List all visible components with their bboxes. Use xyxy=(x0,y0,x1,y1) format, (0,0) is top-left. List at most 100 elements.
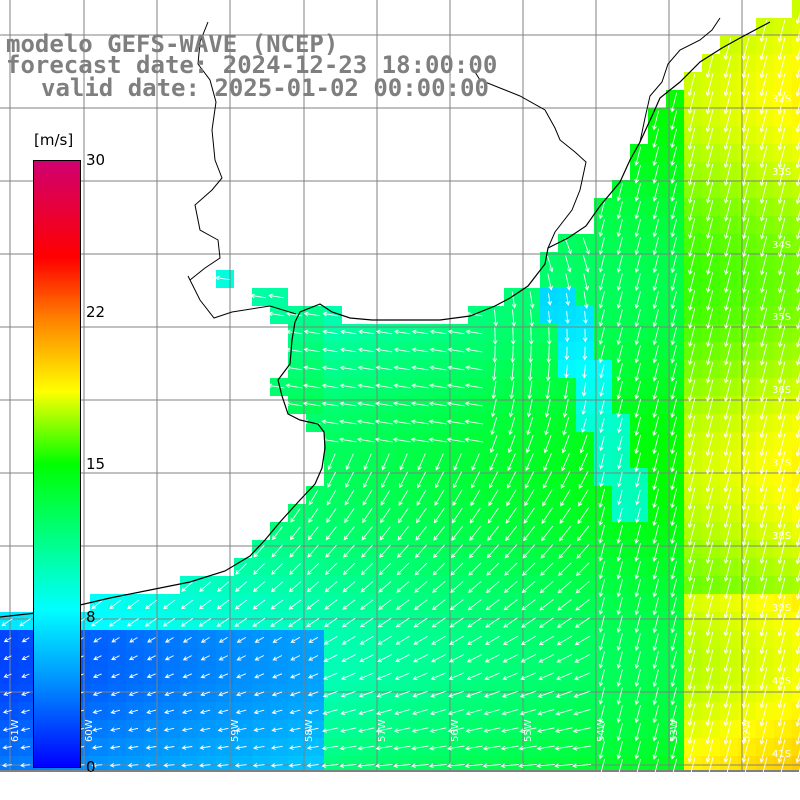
wind-arrow xyxy=(634,363,641,382)
wind-arrow xyxy=(616,561,623,580)
wind-arrow xyxy=(377,617,392,628)
wind-arrow xyxy=(795,533,800,547)
wind-arrow xyxy=(111,655,120,661)
wind-arrow xyxy=(321,347,339,353)
wind-arrow xyxy=(777,91,786,115)
wind-arrow xyxy=(214,275,230,281)
wind-arrow xyxy=(795,425,800,439)
wind-arrow xyxy=(795,659,800,673)
wind-arrow xyxy=(380,489,391,506)
wind-arrow xyxy=(399,453,408,471)
wind-arrow xyxy=(598,309,605,327)
wind-arrow xyxy=(598,705,605,724)
wind-arrow xyxy=(127,763,139,768)
wind-arrow xyxy=(128,673,138,679)
wind-arrow xyxy=(705,451,714,475)
wind-arrow xyxy=(705,613,714,637)
wind-arrow xyxy=(759,433,768,457)
wind-arrow xyxy=(428,437,447,443)
wind-arrow xyxy=(216,618,230,627)
wind-arrow xyxy=(92,709,102,714)
wind-arrow xyxy=(616,669,623,687)
wind-arrow xyxy=(555,672,573,681)
wind-arrow xyxy=(723,757,732,782)
wind-arrow xyxy=(687,631,696,655)
wind-arrow xyxy=(432,544,446,559)
wind-arrow xyxy=(306,745,319,750)
wind-arrow xyxy=(393,745,411,751)
colorbar-unit: [m/s] xyxy=(34,131,74,149)
wind-arrow xyxy=(741,361,750,384)
wind-arrow xyxy=(687,109,696,133)
wind-arrow xyxy=(598,579,605,598)
wind-arrow xyxy=(483,727,501,733)
wind-arrow xyxy=(285,383,303,389)
wind-arrow xyxy=(565,255,572,273)
wind-arrow xyxy=(705,721,714,745)
wind-arrow xyxy=(340,329,357,335)
wind-cell xyxy=(792,144,800,162)
wind-arrow xyxy=(270,617,284,627)
wind-arrow xyxy=(412,672,428,680)
wind-arrow xyxy=(288,581,302,593)
wind-arrow xyxy=(760,254,768,276)
wind-arrow xyxy=(777,19,786,43)
wind-arrow xyxy=(2,745,12,750)
wind-arrow xyxy=(759,667,768,691)
wind-cell xyxy=(792,108,800,126)
wind-arrow xyxy=(616,579,623,598)
wind-arrow xyxy=(129,637,138,643)
wind-arrow xyxy=(634,687,641,706)
wind-arrow xyxy=(777,613,786,637)
wind-arrow xyxy=(488,489,499,507)
lon-label: 59W xyxy=(230,719,241,742)
wind-arrow xyxy=(521,599,536,611)
wind-arrow xyxy=(428,419,447,425)
wind-arrow xyxy=(777,649,786,673)
wind-arrow xyxy=(705,541,714,565)
wind-arrow xyxy=(579,453,588,472)
wind-arrow xyxy=(724,254,732,276)
wind-arrow xyxy=(778,290,786,312)
wind-arrow xyxy=(145,727,157,732)
wind-arrow xyxy=(575,599,590,611)
wind-arrow xyxy=(290,673,301,679)
lon-label: 56W xyxy=(450,719,461,742)
wind-arrow xyxy=(2,762,13,768)
wind-arrow xyxy=(670,291,677,310)
wind-arrow xyxy=(542,489,553,507)
wind-arrow xyxy=(200,655,210,661)
wind-arrow xyxy=(563,381,569,400)
wind-arrow xyxy=(635,490,641,506)
wind-arrow xyxy=(467,580,482,593)
wind-arrow xyxy=(741,163,750,187)
wind-arrow xyxy=(705,469,714,493)
wind-arrow xyxy=(285,347,303,353)
wind-arrow xyxy=(254,655,265,661)
lat-label: 33S xyxy=(772,167,792,178)
wind-arrow xyxy=(652,669,659,688)
wind-arrow xyxy=(723,739,732,764)
wind-arrow xyxy=(777,397,786,421)
wind-arrow xyxy=(378,562,392,576)
wind-arrow xyxy=(706,578,714,600)
wind-arrow xyxy=(572,763,592,769)
wind-arrow xyxy=(573,708,591,716)
wind-arrow xyxy=(652,651,659,670)
wind-arrow xyxy=(652,542,659,563)
wind-arrow xyxy=(795,370,800,385)
wind-arrow xyxy=(127,599,139,610)
wind-arrow xyxy=(92,691,102,696)
wind-arrow xyxy=(670,398,678,419)
wind-arrow xyxy=(616,183,623,202)
wind-arrow xyxy=(565,292,571,306)
wind-arrow xyxy=(652,255,659,274)
wind-arrow xyxy=(581,400,587,415)
wind-arrow xyxy=(322,709,338,716)
wind-arrow xyxy=(559,507,571,524)
wind-arrow xyxy=(634,597,641,616)
wind-arrow xyxy=(741,703,750,727)
wind-arrow xyxy=(470,489,481,507)
wind-arrow xyxy=(705,667,714,691)
wind-arrow xyxy=(453,453,462,471)
